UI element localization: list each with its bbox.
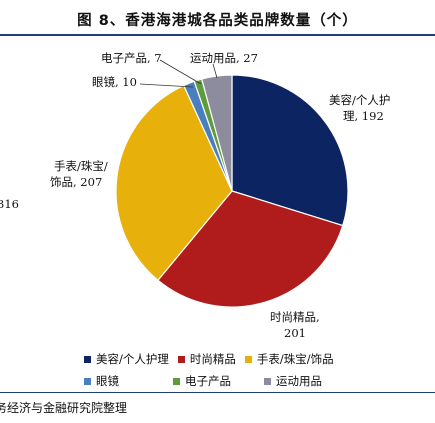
legend-swatch: [173, 377, 180, 385]
legend-swatch: [264, 377, 271, 385]
slice-label-beauty: 美容/个人护 理, 192: [329, 93, 391, 123]
legend-swatch: [177, 355, 185, 363]
pie-chart: [115, 59, 349, 308]
leader-line-glasses: [139, 83, 194, 88]
legend-item-beauty: 美容/个人护理: [84, 351, 169, 367]
legend-item-glasses: 眼镜: [84, 373, 119, 389]
source-note: 务经济与金融研究院整理: [0, 401, 128, 415]
chart-title: 图 8、香港海港城各品类品牌数量（个）: [77, 13, 358, 29]
pie-slice-watches: [115, 84, 233, 282]
title-rule: [0, 34, 435, 36]
pie-slice-fashion: [157, 190, 344, 308]
legend-swatch: [84, 377, 91, 385]
legend-item-fashion: 时尚精品: [177, 351, 236, 367]
legend-item-sports: 运动用品: [264, 373, 322, 389]
slice-label-electronics: 电子产品, 7: [101, 51, 162, 65]
slice-label-glasses: 眼镜, 10: [92, 75, 137, 89]
pie-slice-beauty: [231, 74, 349, 227]
slice-label-sports: 运动用品, 27: [190, 51, 258, 65]
legend-swatch: [244, 355, 252, 363]
cut-off-number: 316: [0, 197, 19, 211]
legend-swatch: [84, 355, 91, 363]
source-rule: [0, 392, 435, 393]
slice-label-watches: 手表/珠宝/ 饰品, 207: [50, 159, 108, 189]
leader-line-sports: [212, 63, 218, 79]
slice-label-fashion: 时尚精品, 201: [270, 310, 320, 340]
leader-line-electronics: [159, 59, 202, 85]
legend-item-watches: 手表/珠宝/饰品: [244, 351, 334, 367]
legend-item-electronics: 电子产品: [173, 373, 231, 389]
chart-legend: 美容/个人护理 时尚精品 手表/珠宝/饰品 眼镜 电子产品 运动用品: [84, 348, 424, 392]
